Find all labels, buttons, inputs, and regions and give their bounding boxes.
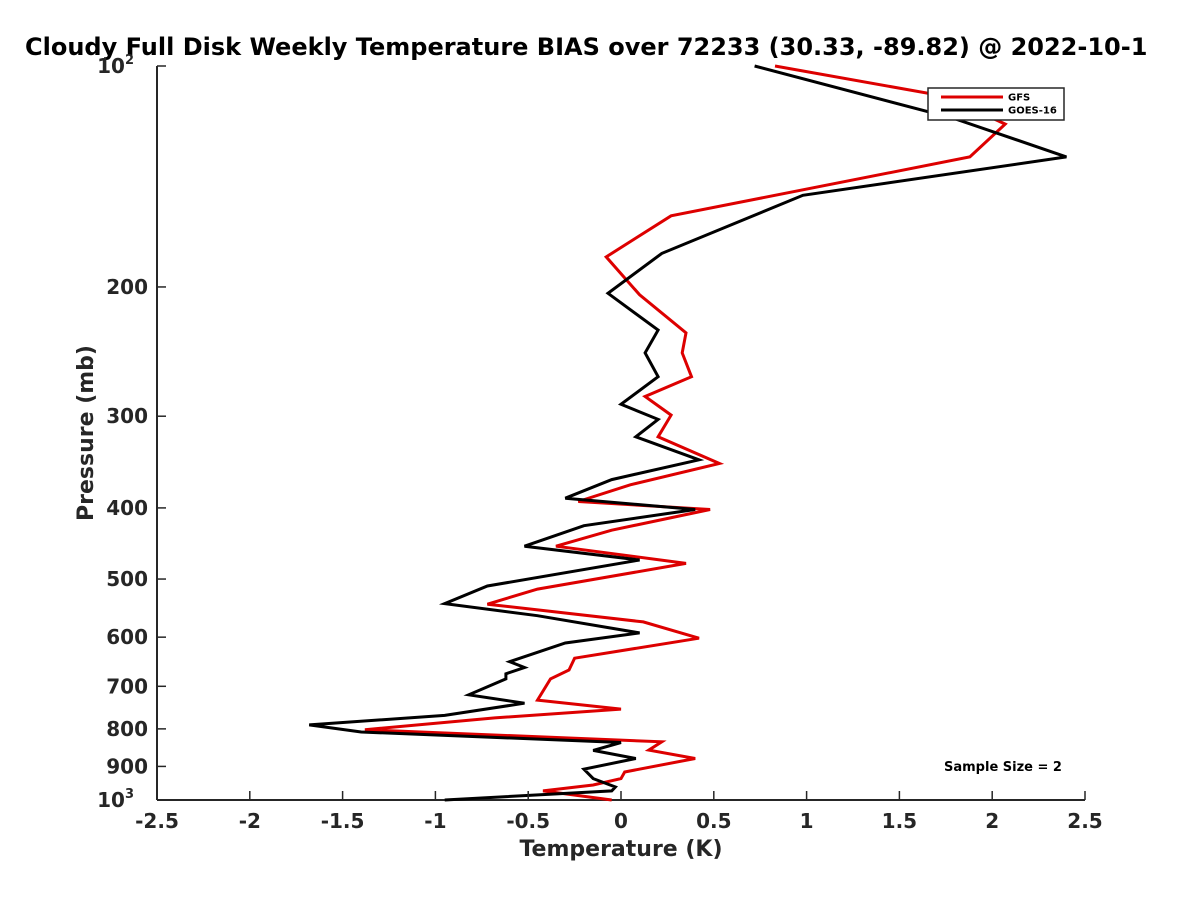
x-tick-label: -1 [424, 809, 446, 833]
y-tick-label: 600 [106, 625, 148, 649]
x-tick-label: 0.5 [696, 809, 731, 833]
y-axis-ticks: 102 200 300 400 500 600 700 800 900 103 [97, 53, 166, 812]
x-tick-label: 2 [985, 809, 999, 833]
y-tick-label: 103 [97, 787, 134, 812]
legend-label: GOES-16 [1008, 106, 1057, 117]
x-axis-ticks: -2.5 -2 -1.5 -1 -0.5 0 0.5 1 1.5 2 2.5 [135, 791, 1103, 833]
series-layer [308, 64, 1067, 802]
legend-box [927, 87, 1065, 121]
x-tick-label: -2 [239, 809, 261, 833]
legend: GFS GOES-16 [927, 87, 1065, 121]
series-line-goes-16 [308, 64, 1067, 802]
x-tick-label: -2.5 [135, 809, 179, 833]
y-tick-label: 300 [106, 404, 148, 428]
x-tick-label: 1.5 [882, 809, 917, 833]
sample-size-annotation: Sample Size = 2 [944, 760, 1062, 775]
x-tick-label: 2.5 [1067, 809, 1102, 833]
y-tick-label: 500 [106, 567, 148, 591]
x-tick-label: -0.5 [506, 809, 550, 833]
y-tick-label: 102 [97, 53, 134, 78]
x-tick-label: 1 [800, 809, 814, 833]
y-tick-label: 800 [106, 717, 148, 741]
y-axis-label: Pressure (mb) [74, 345, 99, 521]
x-tick-label: 0 [614, 809, 628, 833]
plot-area [156, 64, 1085, 802]
x-axis-label: Temperature (K) [519, 837, 722, 862]
y-tick-label: 200 [106, 275, 148, 299]
series-line-gfs [364, 64, 1008, 802]
x-tick-label: -1.5 [321, 809, 365, 833]
legend-label: GFS [1008, 93, 1030, 104]
chart-title: Cloudy Full Disk Weekly Temperature BIAS… [25, 33, 1147, 61]
y-tick-label: 400 [106, 496, 148, 520]
y-tick-label: 900 [106, 754, 148, 778]
y-tick-label: 700 [106, 674, 148, 698]
